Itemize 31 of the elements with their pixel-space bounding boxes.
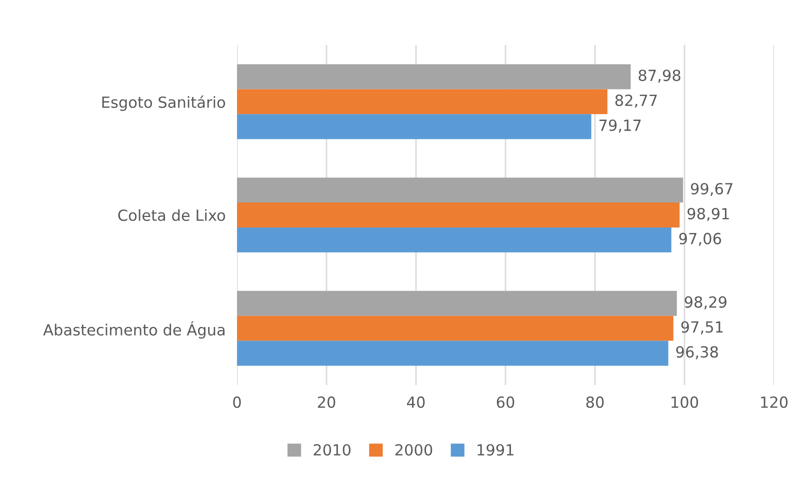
data-label: 97,51 [681,321,723,334]
bar [237,114,592,140]
bar [237,340,668,366]
legend-label: 2010 [314,444,350,456]
data-label: 79,17 [599,119,641,133]
x-tick-label: 120 [761,396,788,408]
x-tick-label: 40 [407,396,425,408]
data-label: 98,91 [688,208,729,221]
bar [237,178,684,203]
x-tick-label: 0 [233,396,241,408]
data-label: 87,98 [638,70,680,83]
bar [237,290,677,316]
x-tick-label: 60 [496,396,514,408]
bar [237,64,631,90]
bar [237,316,674,341]
data-label: 99,67 [690,182,732,196]
y-tick-label: Abastecimento de Água [43,321,224,339]
legend-label: 1991 [478,444,514,456]
legend-label: 2000 [395,444,432,456]
x-tick-label: 20 [318,396,336,408]
data-label: 82,77 [615,94,657,108]
bar [237,227,672,252]
x-tick-label: 100 [672,396,698,408]
bar [237,89,608,114]
data-label: 96,38 [676,346,718,360]
bar [237,202,680,228]
x-tick-label: 80 [586,396,604,408]
data-label: 97,06 [679,232,722,246]
y-tick-label: Esgoto Sanitário [102,96,226,111]
y-tick-label: Coleta de Lixo [118,209,226,222]
data-label: 98,29 [684,296,726,310]
